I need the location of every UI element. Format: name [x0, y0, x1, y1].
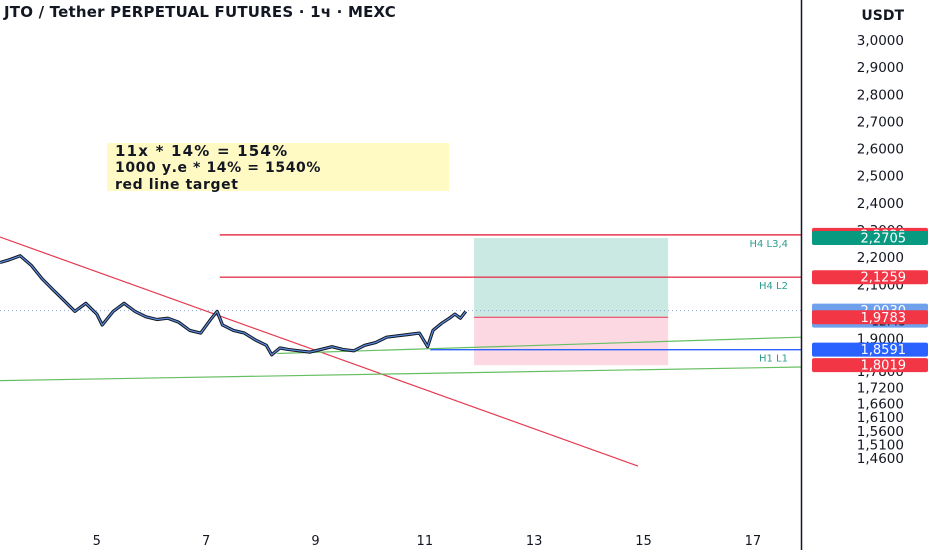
- time-tick-2: 9: [311, 534, 319, 549]
- price-tick-17: 1,6100: [857, 410, 904, 426]
- price-tick-1: 3,0000: [857, 33, 904, 49]
- price-tick-20: 1,4600: [857, 451, 904, 467]
- price-line[interactable]: [0, 255, 467, 356]
- price-tick-16: 1,6600: [857, 397, 904, 413]
- time-tick-3: 11: [417, 534, 434, 549]
- price-badge-2: [812, 342, 928, 357]
- price-line-shadow: [0, 254, 468, 357]
- trendline-green-support-upper[interactable]: [277, 336, 802, 355]
- price-tick-2: 2,9000: [857, 60, 904, 76]
- time-tick-5: 15: [635, 534, 652, 549]
- price-badge-label-5: 1,9783: [861, 311, 907, 326]
- price-badge-label-3: 2,2705: [861, 231, 907, 246]
- position-loss-zone[interactable]: [474, 317, 669, 366]
- price-tick-18: 1,5600: [857, 424, 904, 440]
- level-name-2: H1 L1: [759, 354, 788, 365]
- level-name-0: H4 L3,4: [749, 239, 788, 250]
- price-tick-6: 2,5000: [857, 169, 904, 185]
- price-badge-label-6: 1,8019: [861, 359, 907, 374]
- time-tick-6: 17: [745, 534, 762, 549]
- price-tick-7: 2,4000: [857, 196, 904, 212]
- price-tick-19: 1,5100: [857, 437, 904, 453]
- price-badge-6: [812, 358, 928, 373]
- chart-title: JTO / Tether PERPETUAL FUTURES · 1ч · ME…: [4, 3, 396, 21]
- time-tick-4: 13: [526, 534, 543, 549]
- price-tick-9: 2,2000: [857, 250, 904, 266]
- level-name-1: H4 L2: [759, 281, 788, 292]
- annotation-note[interactable]: 11x * 14% = 154% 1000 у.е * 14% = 1540% …: [107, 142, 449, 193]
- price-badge-3: [812, 230, 928, 245]
- time-tick-1: 7: [202, 534, 210, 549]
- note-line-2: 1000 у.е * 14% = 1540%: [115, 160, 322, 176]
- price-badge-5: [812, 310, 928, 325]
- price-badge-label-1: 2,1259: [861, 271, 907, 286]
- trendline-green-support-lower[interactable]: [0, 366, 802, 382]
- price-axis-unit: USDT: [861, 8, 904, 24]
- note-line-3: red line target: [115, 177, 239, 193]
- price-badge-1: [812, 270, 928, 285]
- price-tick-3: 2,8000: [857, 87, 904, 103]
- price-badge-label-2: 1,8591: [861, 343, 907, 358]
- price-tick-15: 1,7200: [857, 380, 904, 396]
- price-tick-5: 2,6000: [857, 142, 904, 158]
- price-tick-4: 2,7000: [857, 114, 904, 130]
- time-tick-0: 5: [93, 534, 101, 549]
- note-line-1: 11x * 14% = 154%: [115, 142, 289, 160]
